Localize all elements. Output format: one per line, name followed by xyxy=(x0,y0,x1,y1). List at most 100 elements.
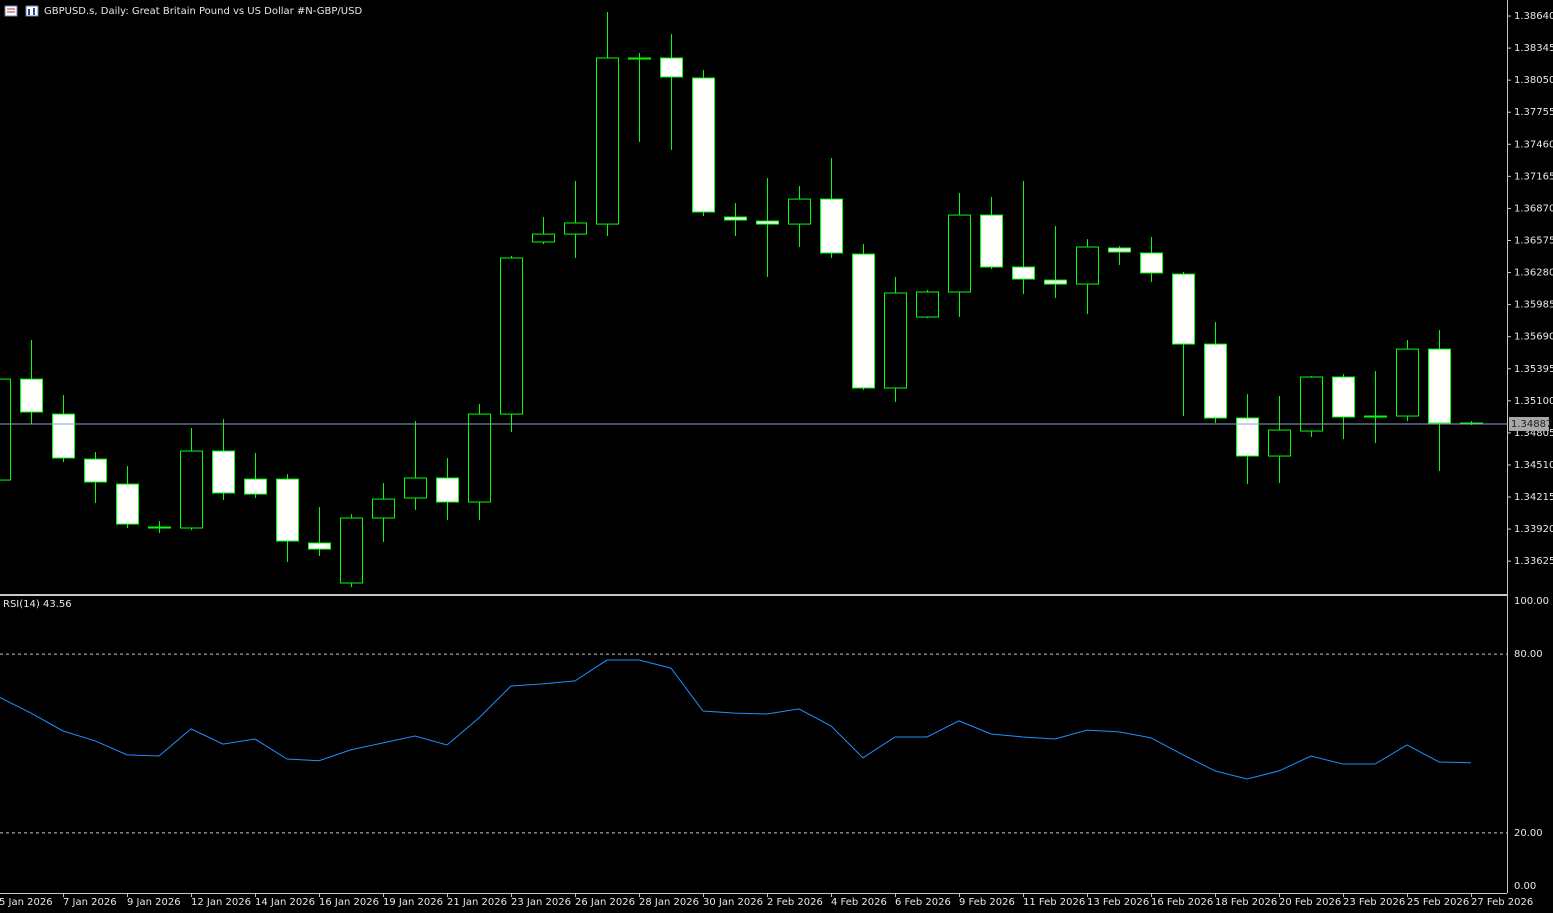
candle-body xyxy=(404,477,427,499)
candle-body xyxy=(1364,415,1387,418)
y-tick-label: 1.35690 xyxy=(1514,332,1553,343)
y-tick-label: 1.36280 xyxy=(1514,268,1553,279)
candle-body xyxy=(564,222,587,235)
x-tick-label: 2 Feb 2026 xyxy=(767,897,823,908)
candle-body xyxy=(692,77,715,213)
candle-body xyxy=(596,57,619,225)
candle-body xyxy=(20,378,43,413)
x-tick-label: 4 Feb 2026 xyxy=(831,897,887,908)
price-label: 1.34887 xyxy=(1511,419,1552,430)
candle-body xyxy=(308,542,331,550)
y-tick-label: 1.33625 xyxy=(1514,556,1553,567)
y-tick-label: 1.37755 xyxy=(1514,107,1553,118)
icon xyxy=(33,8,35,15)
x-tick-label: 16 Feb 2026 xyxy=(1151,897,1213,908)
indicator-label: RSI(14) 43.56 xyxy=(3,599,72,610)
x-tick-label: 23 Jan 2026 xyxy=(511,897,571,908)
candle-body xyxy=(1108,247,1131,253)
x-tick-label: 25 Feb 2026 xyxy=(1407,897,1469,908)
candle-body xyxy=(1172,273,1195,345)
candle-body xyxy=(916,291,939,318)
candle-body xyxy=(340,517,363,584)
candle-body xyxy=(660,57,683,78)
price-label-box xyxy=(1509,416,1549,431)
x-tick-label: 30 Jan 2026 xyxy=(703,897,763,908)
x-tick-label: 7 Jan 2026 xyxy=(63,897,117,908)
candle-body xyxy=(1044,279,1067,285)
candles xyxy=(0,12,1483,588)
y-tick-label: 1.38345 xyxy=(1514,43,1553,54)
y-tick-label: 20.00 xyxy=(1514,828,1543,839)
y-tick-label: 1.37460 xyxy=(1514,139,1553,150)
candle-body xyxy=(852,253,875,389)
y-tick-label: 80.00 xyxy=(1514,649,1543,660)
x-tick-label: 20 Feb 2026 xyxy=(1279,897,1341,908)
candle-body xyxy=(756,220,779,225)
y-tick-label: 1.34805 xyxy=(1514,428,1553,439)
x-tick-label: 26 Jan 2026 xyxy=(575,897,635,908)
y-tick-label: 1.38050 xyxy=(1514,75,1553,86)
candle-body xyxy=(1332,376,1355,418)
candle-body xyxy=(724,216,747,221)
candle-body xyxy=(52,413,75,459)
icon xyxy=(25,5,39,17)
x-tick-label: 11 Feb 2026 xyxy=(1023,897,1085,908)
x-tick-label: 16 Jan 2026 xyxy=(319,897,379,908)
x-tick-label: 9 Feb 2026 xyxy=(959,897,1015,908)
x-tick-label: 18 Feb 2026 xyxy=(1215,897,1277,908)
x-tick-label: 5 Jan 2026 xyxy=(0,897,53,908)
y-tick-label: 0.00 xyxy=(1514,881,1536,892)
icon xyxy=(4,5,18,17)
candle-body xyxy=(1236,417,1259,457)
candle-body xyxy=(180,450,203,529)
candle-body xyxy=(628,57,651,60)
icon xyxy=(28,9,30,15)
candle-body xyxy=(884,292,907,389)
indicator-name: RSI(14) xyxy=(3,599,40,610)
x-tick-label: 13 Feb 2026 xyxy=(1087,897,1149,908)
candle-body xyxy=(500,257,523,415)
candle-body xyxy=(788,198,811,225)
candle-body xyxy=(244,478,267,495)
chart-title: GBPUSD.s, Daily: Great Britain Pound vs … xyxy=(44,6,362,17)
rsi-line xyxy=(0,659,1472,780)
candle-body xyxy=(468,413,491,503)
candle-body xyxy=(1300,376,1323,432)
candle-body xyxy=(1428,348,1451,424)
y-tick-label: 1.34215 xyxy=(1514,492,1553,503)
y-tick-label: 1.35100 xyxy=(1514,396,1553,407)
candle-body xyxy=(532,233,555,243)
candle-body xyxy=(276,478,299,542)
x-tick-label: 9 Jan 2026 xyxy=(127,897,181,908)
y-tick-label: 1.33920 xyxy=(1514,524,1553,535)
candle-body xyxy=(1396,348,1419,417)
candle-body xyxy=(1012,266,1035,280)
y-tick-label: 1.34510 xyxy=(1514,460,1553,471)
y-tick-label: 1.35985 xyxy=(1514,300,1553,311)
candle-body xyxy=(1268,429,1291,457)
y-tick-label: 1.36575 xyxy=(1514,235,1553,246)
candle-body xyxy=(212,450,235,494)
candle-body xyxy=(372,498,395,519)
candle-body xyxy=(436,477,459,503)
indicator-value: 43.56 xyxy=(43,599,72,610)
x-tick-label: 27 Feb 2026 xyxy=(1471,897,1533,908)
candle-body xyxy=(1140,252,1163,274)
y-tick-label: 1.38640 xyxy=(1514,11,1553,22)
candle-body xyxy=(980,214,1003,268)
candle-body xyxy=(948,214,971,293)
x-tick-label: 12 Jan 2026 xyxy=(191,897,251,908)
candle-body xyxy=(84,458,107,483)
symbol-icons xyxy=(4,5,39,17)
x-tick-label: 6 Feb 2026 xyxy=(895,897,951,908)
candle-body xyxy=(148,526,171,529)
candle-body xyxy=(1204,343,1227,419)
x-tick-label: 21 Jan 2026 xyxy=(447,897,507,908)
x-tick-label: 28 Jan 2026 xyxy=(639,897,699,908)
candle-body xyxy=(820,198,843,254)
y-tick-label: 1.37165 xyxy=(1514,171,1553,182)
x-tick-label: 19 Jan 2026 xyxy=(383,897,443,908)
candle-body xyxy=(116,483,139,525)
